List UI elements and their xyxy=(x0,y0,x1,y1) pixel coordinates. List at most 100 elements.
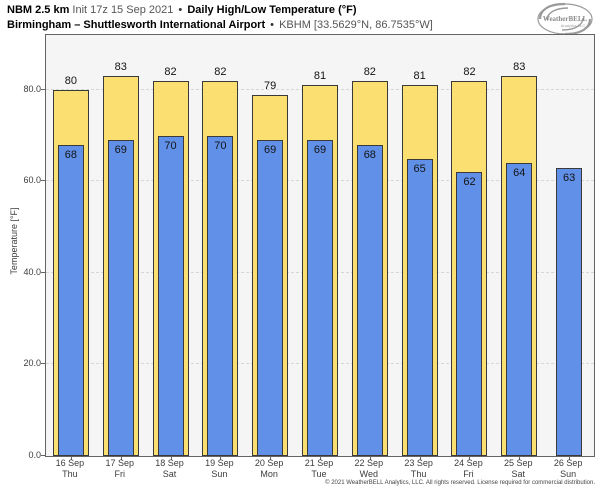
date-label: 20 Sep xyxy=(254,458,284,468)
high-value-label: 80 xyxy=(64,74,78,87)
high-value-label: 82 xyxy=(363,65,376,78)
product-title: Daily High/Low Temperature (°F) xyxy=(187,4,357,16)
x-tick-label: 26 Sep Sun xyxy=(543,458,593,480)
y-tick-mark xyxy=(41,455,46,456)
low-value-label: 69 xyxy=(264,144,277,157)
logo-subtext: Analytics LLC xyxy=(561,23,586,28)
low-value-label: 63 xyxy=(562,171,576,184)
station-id: KBHM [33.5629°N, 86.7535°W] xyxy=(279,19,433,31)
x-tick-label: 18 Sep Sat xyxy=(145,458,195,480)
x-tick-mark xyxy=(320,456,321,460)
high-value-label: 81 xyxy=(313,70,327,83)
logo-text: WeatherBELL xyxy=(543,15,588,23)
y-tick-label: 20.0 xyxy=(23,358,41,369)
low-bar xyxy=(57,144,84,456)
header-line-1: NBM 2.5 km Init 17z 15 Sep 2021 • Daily … xyxy=(7,3,433,18)
x-tick-label: 22 Sep Wed xyxy=(344,458,394,480)
high-value-label: 82 xyxy=(164,65,177,78)
low-bar xyxy=(307,140,333,456)
low-value-label: 70 xyxy=(164,139,177,152)
copyright-notice: © 2021 WeatherBELL Analytics, LLC. All r… xyxy=(325,480,595,486)
low-value-label: 68 xyxy=(64,148,78,161)
date-label: 17 Sep xyxy=(105,458,134,468)
x-tick-label: 21 Sep Tue xyxy=(294,458,344,480)
y-tick-mark xyxy=(41,363,46,365)
y-tick-mark xyxy=(41,180,46,182)
y-tick-mark xyxy=(41,271,46,273)
x-tick-label: 16 Sep Thu xyxy=(45,458,95,480)
date-label: 23 Sep xyxy=(404,458,433,468)
x-tick-mark xyxy=(569,456,571,460)
high-value-label: 79 xyxy=(264,79,277,92)
x-tick-mark xyxy=(369,456,371,460)
low-value-label: 68 xyxy=(363,148,376,161)
low-value-label: 62 xyxy=(463,176,476,189)
x-tick-mark xyxy=(270,456,272,460)
low-bar xyxy=(506,163,533,456)
chart-header: NBM 2.5 km Init 17z 15 Sep 2021 • Daily … xyxy=(7,3,433,33)
date-label: 16 Sep xyxy=(55,458,85,468)
x-tick-label: 24 Sep Fri xyxy=(444,458,494,480)
date-label: 22 Sep xyxy=(354,458,384,468)
y-tick-label: 80.0 xyxy=(23,83,41,94)
x-tick-label: 19 Sep Sun xyxy=(194,458,244,480)
date-label: 18 Sep xyxy=(155,458,184,468)
x-tick-label: 25 Sep Sat xyxy=(493,458,543,480)
x-tick-mark xyxy=(519,456,521,460)
low-bar xyxy=(406,158,433,456)
day-label: Sun xyxy=(211,469,228,479)
init-time: Init 17z 15 Sep 2021 xyxy=(72,4,174,16)
low-bar xyxy=(157,135,184,456)
date-label: 21 Sep xyxy=(304,458,334,468)
date-label: 26 Sep xyxy=(553,458,583,468)
low-value-label: 64 xyxy=(513,167,526,180)
x-tick-mark xyxy=(70,456,72,460)
x-tick-label: 23 Sep Thu xyxy=(394,458,444,480)
day-label: Wed xyxy=(359,469,378,479)
low-bar xyxy=(456,172,483,456)
date-label: 19 Sep xyxy=(205,458,234,468)
x-tick-mark xyxy=(469,456,471,460)
low-value-label: 70 xyxy=(214,139,227,152)
low-bar xyxy=(107,140,134,456)
day-label: Sat xyxy=(511,469,526,479)
x-tick-mark xyxy=(120,456,122,460)
x-tick-label: 20 Sep Mon xyxy=(244,458,294,480)
day-label: Sun xyxy=(560,469,577,479)
x-tick-mark xyxy=(419,456,421,460)
y-tick-label: 0.0 xyxy=(28,450,41,460)
low-value-label: 65 xyxy=(413,162,426,175)
low-bar xyxy=(356,144,383,456)
y-tick-mark xyxy=(41,88,46,90)
day-label: Fri xyxy=(463,469,474,479)
low-bar xyxy=(207,135,234,456)
separator-dot: • xyxy=(178,4,183,16)
x-tick-mark xyxy=(170,456,172,460)
date-label: 24 Sep xyxy=(454,458,483,468)
day-label: Thu xyxy=(62,469,78,479)
low-value-label: 69 xyxy=(313,144,327,157)
chart-plot-area: 80 68 83 69 82 70 82 70 79 69 81 69 82 68 81 65 82 62 83 64… xyxy=(41,34,595,460)
low-value-label: 69 xyxy=(114,144,127,157)
day-label: Tue xyxy=(311,469,327,479)
high-value-label: 82 xyxy=(463,65,476,78)
x-tick-label: 17 Sep Fri xyxy=(95,458,145,480)
separator-dot: • xyxy=(270,19,275,31)
high-value-label: 81 xyxy=(413,70,426,83)
date-label: 25 Sep xyxy=(504,458,533,468)
y-tick-label: 40.0 xyxy=(23,266,41,277)
high-value-label: 82 xyxy=(214,65,227,78)
y-axis-labels: 0.0 20.0 40.0 60.0 80.0 xyxy=(0,34,41,460)
high-value-label: 83 xyxy=(513,61,526,74)
y-tick-label: 60.0 xyxy=(23,175,41,186)
day-label: Mon xyxy=(260,469,278,479)
low-bar xyxy=(257,140,284,456)
low-bar xyxy=(556,167,583,456)
high-value-label: 83 xyxy=(114,61,127,74)
x-tick-mark xyxy=(220,456,222,460)
header-line-2: Birmingham – Shuttlesworth International… xyxy=(7,18,433,33)
day-label: Sat xyxy=(162,469,177,479)
x-axis-labels: 16 Sep Thu 17 Sep Fri 18 Sep Sat 19 Sep Sun 20 S… xyxy=(45,458,593,484)
day-label: Thu xyxy=(410,469,427,479)
model-name: NBM 2.5 km xyxy=(7,4,70,16)
